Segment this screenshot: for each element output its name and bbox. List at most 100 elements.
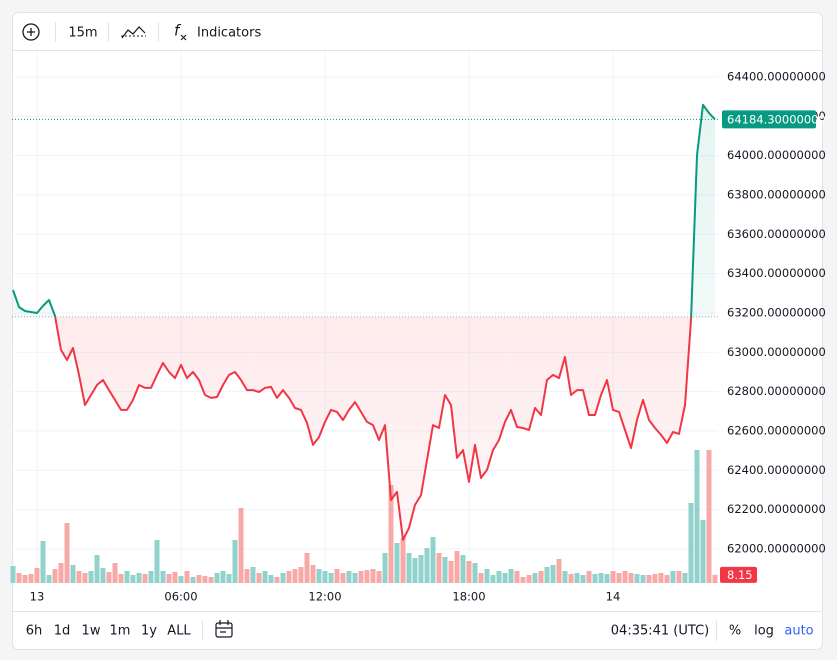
volume-bar: [46, 575, 52, 583]
volume-bar: [202, 576, 208, 583]
range-button[interactable]: 1w: [82, 624, 101, 639]
range-button[interactable]: 1y: [141, 624, 157, 639]
volume-bar: [478, 573, 484, 583]
volume-bar: [142, 574, 148, 583]
volume-bar: [118, 574, 124, 583]
volume-bar: [352, 573, 358, 583]
volume-bar: [700, 520, 706, 583]
volume-bar: [604, 574, 610, 583]
volume-bar: [628, 573, 634, 583]
volume-bar: [334, 569, 340, 583]
volume-bar: [508, 569, 514, 583]
volume-bar: [640, 575, 646, 583]
volume-bar: [496, 571, 502, 583]
volume-bar: [466, 561, 472, 583]
volume-bar: [322, 571, 328, 583]
add-symbol-button[interactable]: [22, 23, 40, 41]
fx-icon: f: [174, 22, 182, 40]
volume-bar: [706, 450, 712, 583]
volume-bar: [262, 571, 268, 583]
volume-bar: [28, 574, 34, 583]
volume-bar: [124, 571, 130, 583]
volume-bar: [112, 563, 118, 583]
volume-bar: [76, 571, 82, 583]
volume-bar: [274, 577, 280, 583]
x-tick-label: 12:00: [308, 590, 341, 604]
volume-bar: [532, 573, 538, 583]
volume-bar: [526, 575, 532, 583]
volume-bar: [136, 573, 142, 583]
volume-bar: [610, 571, 616, 583]
volume-bar: [376, 571, 382, 583]
volume-bar: [562, 571, 568, 583]
volume-bar: [490, 575, 496, 583]
date-range-button[interactable]: [215, 620, 233, 638]
volume-bar: [646, 575, 652, 583]
volume-bar: [178, 576, 184, 583]
interval-button[interactable]: 15m: [68, 26, 97, 41]
volume-bar: [190, 577, 196, 583]
volume-bar: [394, 543, 400, 583]
volume-bar: [442, 557, 448, 583]
y-tick-label: 63800.00000000: [727, 187, 826, 201]
auto-toggle[interactable]: auto: [784, 624, 813, 639]
volume-bar: [400, 538, 406, 583]
volume-bar: [568, 574, 574, 583]
volume-bar: [196, 575, 202, 583]
range-button[interactable]: 1d: [54, 624, 71, 639]
volume-bar: [244, 569, 250, 583]
volume-bar: [652, 574, 658, 583]
volume-bar: [280, 573, 286, 583]
percent-toggle[interactable]: %: [729, 624, 741, 639]
volume-bar: [148, 571, 154, 583]
volume-bar: [586, 571, 592, 583]
x-tick-label: 06:00: [164, 590, 197, 604]
y-tick-label: 62000.00000000: [727, 541, 826, 555]
range-button[interactable]: ALL: [167, 624, 191, 639]
volume-bar: [592, 574, 598, 583]
volume-bar: [430, 537, 436, 583]
y-tick-label: 62800.00000000: [727, 384, 826, 398]
volume-bar: [214, 573, 220, 583]
y-tick-label: 63000.00000000: [727, 345, 826, 359]
baseline-area: [13, 104, 715, 540]
log-toggle[interactable]: log: [754, 624, 774, 639]
indicators-button[interactable]: f Indicators: [174, 22, 261, 41]
range-button[interactable]: 1m: [110, 624, 131, 639]
range-button[interactable]: 6h: [26, 624, 43, 639]
volume-bar: [166, 574, 172, 583]
volume-bar: [58, 563, 64, 583]
volume-tag: [720, 566, 757, 583]
volume-bar: [550, 565, 556, 583]
y-tick-label: 64000.00000000: [727, 148, 826, 162]
volume-bar: [238, 508, 244, 583]
volume-bar: [556, 559, 562, 583]
volume-bar: [106, 572, 112, 583]
volume-bar: [184, 571, 190, 583]
volume-bar: [670, 571, 676, 583]
volume-bar: [454, 551, 460, 583]
volume-bar: [664, 575, 670, 583]
last-price-label: 64184.30000000: [727, 112, 826, 126]
volume-bar: [304, 553, 310, 583]
volume-bar: [364, 570, 370, 583]
volume-bar: [316, 569, 322, 583]
volume-bar: [10, 566, 16, 583]
volume-bar: [682, 573, 688, 583]
volume-bar: [502, 573, 508, 583]
last-price-tag: [722, 110, 816, 129]
volume-bar: [412, 558, 418, 583]
x-tick-label: 13: [30, 590, 45, 604]
volume-bar: [226, 574, 232, 583]
volume-bar: [130, 575, 136, 583]
volume-bar: [40, 541, 46, 583]
chart-type-button[interactable]: [121, 26, 146, 39]
volume-bar: [340, 573, 346, 583]
volume-bar: [634, 574, 640, 583]
x-tick-label: 18:00: [452, 590, 485, 604]
indicators-label: Indicators: [197, 26, 261, 41]
volume-bar: [172, 572, 178, 583]
y-tick-label: 63600.00000000: [727, 227, 826, 241]
volume-label: 8.15: [727, 568, 753, 582]
